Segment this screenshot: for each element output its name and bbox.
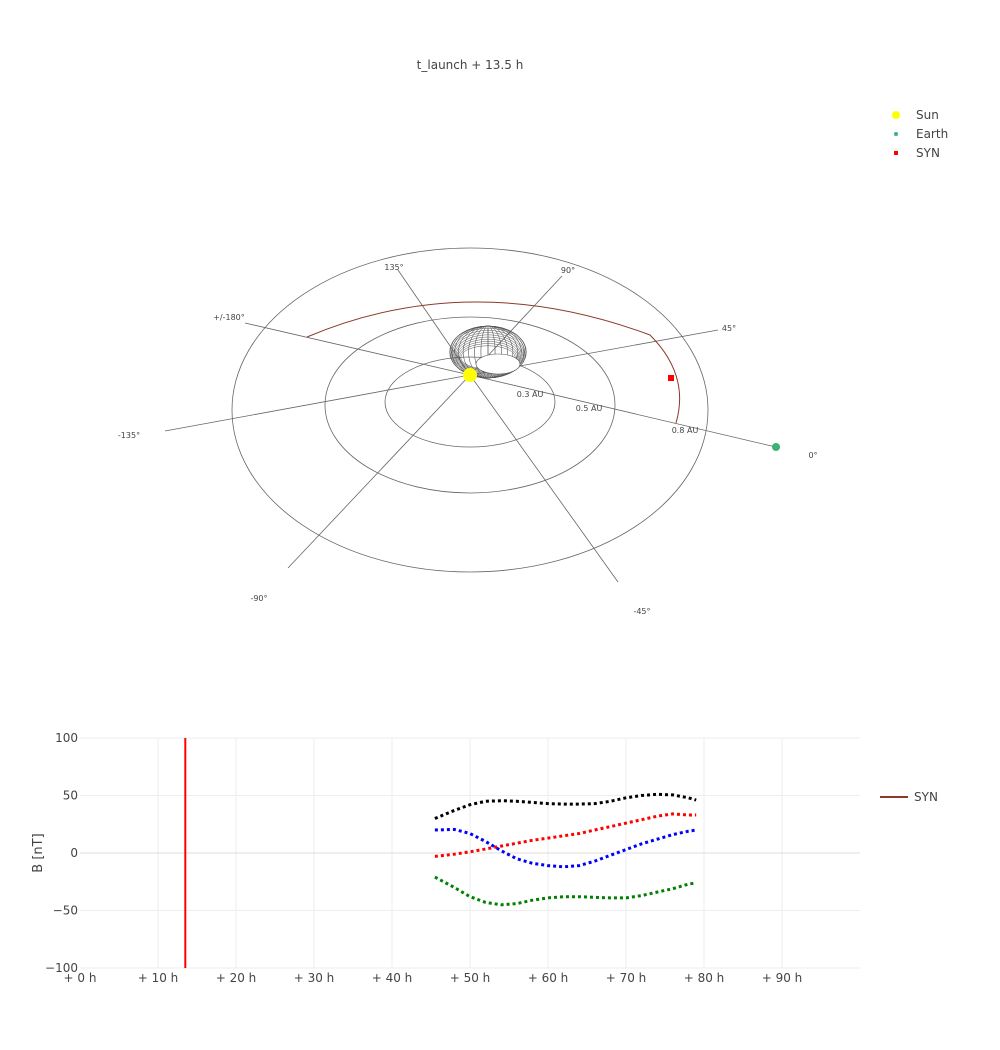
magnetic-field-chart[interactable]: + 0 h + 10 h + 20 h + 30 h + 40 h + 50 h + 60 … (0, 720, 1000, 1050)
orbit-grid (164, 247, 781, 583)
series-line-2[interactable] (434, 827, 697, 869)
y-tick-label: 50 (63, 789, 78, 803)
x-tick-label: + 70 h (606, 971, 647, 985)
x-tick-label: + 0 h (64, 971, 97, 985)
x-tick-label: + 40 h (372, 971, 413, 985)
legend-label: Sun (916, 107, 939, 122)
ring-label: 0.5 AU (576, 404, 603, 413)
angle-label: 45° (722, 324, 736, 333)
legend-symbol-icon (880, 795, 908, 798)
legend2d-syn[interactable]: SYN (880, 787, 938, 806)
spoke-line (397, 269, 471, 376)
angle-label: 90° (561, 266, 575, 275)
ring-0-3-AU (384, 356, 556, 448)
y-tick-label: 100 (55, 731, 78, 745)
x-tick-label: + 20 h (216, 971, 257, 985)
legend3d-syn[interactable]: SYN (882, 143, 948, 162)
y-tick-label: −100 (45, 961, 78, 975)
x-tick-label: + 80 h (684, 971, 725, 985)
legend-symbol-icon (882, 131, 910, 136)
angle-label: 0° (808, 451, 817, 460)
x-tick-label: + 90 h (762, 971, 803, 985)
angle-label: -45° (633, 607, 650, 616)
y-tick-label: −50 (53, 904, 78, 918)
legend-label: SYN (916, 145, 940, 160)
syn-marker[interactable] (668, 375, 674, 381)
angle-label: -135° (118, 431, 140, 440)
syn-orbit-arc (306, 301, 681, 424)
spoke-line (469, 374, 781, 449)
chart-title: t_launch + 13.5 h (416, 58, 524, 72)
y-tick-label: 0 (70, 846, 78, 860)
spoke-line (164, 374, 471, 432)
legend3d-sun[interactable]: Sun (882, 105, 948, 124)
legend-3d: Sun Earth SYN (882, 105, 948, 162)
ring-0-8-AU (231, 247, 709, 573)
series-line-1[interactable] (434, 812, 697, 858)
series-line-0[interactable] (434, 792, 697, 820)
legend-label: SYN (914, 789, 938, 804)
series-line-3[interactable] (434, 875, 697, 907)
cme-wireframe (449, 325, 527, 379)
x-tick-label: + 60 h (528, 971, 569, 985)
spoke-line (244, 322, 471, 376)
angle-label: 135° (384, 263, 403, 272)
sun-marker[interactable] (463, 368, 477, 382)
spoke-line (469, 374, 619, 583)
angle-label: -90° (250, 594, 267, 603)
legend-symbol-icon (882, 150, 910, 155)
angle-label: +/-180° (213, 313, 245, 322)
x-tick-label: + 10 h (138, 971, 179, 985)
orbit-view-3d[interactable]: 0° 45° 90° 135° +/-180° -135° -90° -45° 0.3 AU 0.… (0, 0, 1000, 660)
ring-0-5-AU (324, 316, 616, 494)
legend-label: Earth (916, 126, 949, 141)
legend-symbol-icon (882, 110, 910, 119)
legend3d-earth[interactable]: Earth (882, 124, 948, 143)
x-tick-label: + 50 h (450, 971, 491, 985)
earth-marker[interactable] (772, 443, 780, 451)
ring-label: 0.3 AU (517, 390, 544, 399)
spoke-line (287, 374, 471, 569)
y-axis-label: B [nT] (31, 833, 46, 872)
ring-label: 0.8 AU (672, 426, 699, 435)
legend-2d: SYN (880, 787, 938, 806)
x-tick-label: + 30 h (294, 971, 335, 985)
